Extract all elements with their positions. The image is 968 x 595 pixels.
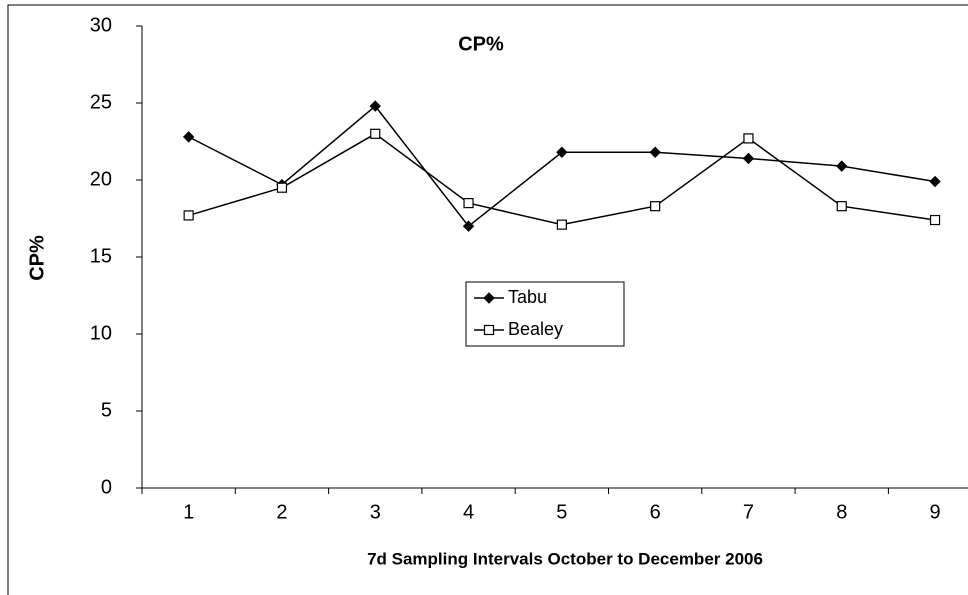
y-tick-label: 0	[101, 476, 112, 498]
y-tick-label: 30	[90, 14, 112, 36]
data-point	[369, 100, 381, 112]
legend-label: Tabu	[508, 287, 547, 307]
y-tick-label: 20	[90, 168, 112, 190]
legend-label: Bealey	[508, 319, 563, 339]
x-tick-label: 6	[650, 501, 661, 523]
data-point	[556, 146, 568, 158]
x-tick-label: 8	[836, 501, 847, 523]
data-point	[463, 198, 474, 209]
y-tick-label: 5	[101, 399, 112, 421]
y-tick-label: 10	[90, 322, 112, 344]
data-point	[183, 210, 194, 221]
x-tick-label: 7	[743, 501, 754, 523]
y-tick-label: 25	[90, 91, 112, 113]
data-point	[462, 220, 475, 232]
data-point	[929, 214, 941, 226]
x-tick-label: 4	[463, 501, 474, 523]
x-tick-label: 1	[183, 501, 194, 523]
data-point	[743, 133, 754, 144]
data-point	[742, 152, 755, 165]
series-line	[188, 105, 936, 228]
legend	[465, 281, 625, 347]
x-tick-label: 3	[370, 501, 381, 523]
x-tick-label: 5	[556, 501, 567, 523]
y-tick-label: 15	[90, 245, 112, 267]
y-axis-label: CP%	[26, 235, 48, 281]
x-tick-label: 2	[276, 501, 287, 523]
data-point	[929, 175, 941, 188]
data-point	[649, 146, 661, 158]
data-point	[182, 131, 195, 143]
x-tick-label: 9	[929, 501, 940, 523]
chart-frame	[7, 4, 968, 595]
data-point	[650, 201, 661, 212]
data-point	[556, 219, 567, 230]
data-point	[370, 128, 381, 139]
chart-title: CP%	[458, 33, 504, 55]
legend-marker	[483, 324, 495, 336]
data-point	[836, 201, 847, 212]
data-point	[836, 160, 848, 172]
x-axis-label: 7d Sampling Intervals October to Decembe…	[367, 549, 763, 568]
legend-marker	[483, 292, 495, 304]
data-point	[276, 182, 288, 193]
